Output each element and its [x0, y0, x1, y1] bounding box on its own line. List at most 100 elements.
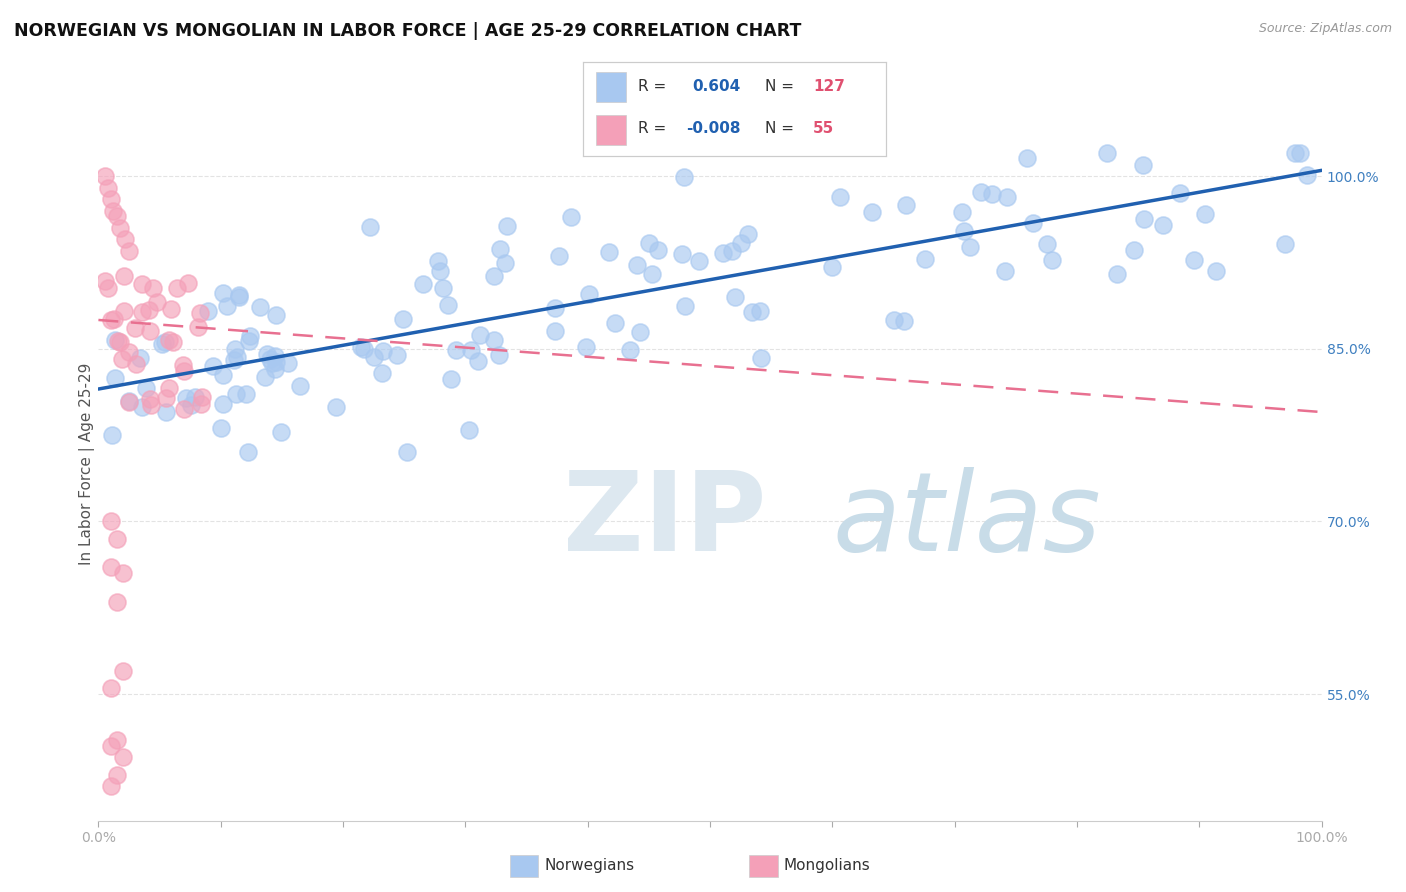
- Point: [112, 304, 135, 318]
- Point: [363, 350, 385, 364]
- Point: [157, 381, 180, 395]
- Point: [673, 299, 696, 313]
- Point: [1123, 243, 1146, 257]
- Point: [105, 595, 128, 609]
- Point: [995, 190, 1018, 204]
- Point: [547, 249, 569, 263]
- Text: Norwegians: Norwegians: [544, 858, 634, 872]
- Point: [575, 340, 598, 354]
- Point: [101, 428, 124, 442]
- Text: R =: R =: [638, 78, 666, 94]
- Point: [190, 397, 212, 411]
- Point: [211, 397, 233, 411]
- Point: [260, 356, 283, 370]
- Point: [111, 664, 134, 678]
- Point: [488, 348, 510, 362]
- Point: [101, 203, 124, 218]
- Point: [118, 244, 141, 258]
- Point: [1205, 264, 1227, 278]
- Point: [184, 390, 207, 404]
- Point: [385, 348, 408, 362]
- Text: R =: R =: [638, 121, 666, 136]
- Point: [105, 532, 128, 546]
- Point: [180, 398, 202, 412]
- Point: [100, 739, 122, 753]
- Point: [724, 290, 747, 304]
- Point: [150, 337, 173, 351]
- Point: [860, 205, 883, 219]
- Point: [671, 246, 693, 260]
- Point: [100, 515, 122, 529]
- Point: [187, 320, 209, 334]
- Point: [637, 235, 659, 250]
- Point: [188, 305, 211, 319]
- Point: [489, 242, 512, 256]
- Point: [1022, 216, 1045, 230]
- Point: [173, 401, 195, 416]
- Point: [146, 294, 169, 309]
- Point: [953, 224, 976, 238]
- Point: [100, 192, 122, 206]
- Point: [166, 280, 188, 294]
- Point: [1182, 252, 1205, 267]
- Point: [212, 368, 235, 383]
- Point: [259, 351, 281, 366]
- Text: -0.008: -0.008: [686, 121, 741, 136]
- Point: [125, 357, 148, 371]
- Point: [235, 387, 257, 401]
- Point: [496, 219, 519, 233]
- Point: [470, 328, 492, 343]
- Point: [277, 356, 299, 370]
- Point: [157, 333, 180, 347]
- Point: [142, 281, 165, 295]
- Point: [105, 733, 128, 747]
- Point: [730, 235, 752, 250]
- Point: [484, 334, 506, 348]
- Point: [1284, 146, 1306, 161]
- Point: [959, 240, 981, 254]
- Point: [1289, 146, 1312, 161]
- Point: [981, 187, 1004, 202]
- Point: [103, 311, 125, 326]
- FancyBboxPatch shape: [596, 115, 626, 145]
- Point: [228, 288, 250, 302]
- Point: [104, 333, 127, 347]
- Point: [437, 298, 460, 312]
- Point: [174, 391, 197, 405]
- Point: [950, 205, 973, 219]
- Y-axis label: In Labor Force | Age 25-29: In Labor Force | Age 25-29: [79, 363, 96, 565]
- Point: [482, 269, 505, 284]
- Point: [173, 364, 195, 378]
- Point: [225, 351, 247, 365]
- Point: [249, 300, 271, 314]
- Point: [353, 342, 375, 356]
- Point: [457, 423, 479, 437]
- Point: [688, 254, 710, 268]
- Point: [370, 366, 392, 380]
- Point: [94, 274, 117, 288]
- Point: [1295, 168, 1317, 182]
- Point: [155, 391, 177, 405]
- Point: [1036, 236, 1059, 251]
- Point: [460, 343, 482, 357]
- Point: [544, 301, 567, 315]
- Text: 0.604: 0.604: [692, 78, 741, 94]
- Point: [672, 169, 695, 184]
- Point: [544, 324, 567, 338]
- Point: [1042, 252, 1064, 267]
- Point: [893, 314, 915, 328]
- Point: [100, 313, 122, 327]
- Point: [1274, 237, 1296, 252]
- Point: [139, 324, 162, 338]
- Point: [1194, 207, 1216, 221]
- Text: N =: N =: [765, 78, 794, 94]
- Point: [914, 252, 936, 267]
- Point: [270, 425, 292, 440]
- Point: [254, 370, 277, 384]
- Point: [264, 308, 287, 322]
- Point: [111, 566, 134, 581]
- Point: [236, 445, 259, 459]
- Point: [641, 267, 664, 281]
- Point: [135, 381, 157, 395]
- Point: [129, 351, 152, 365]
